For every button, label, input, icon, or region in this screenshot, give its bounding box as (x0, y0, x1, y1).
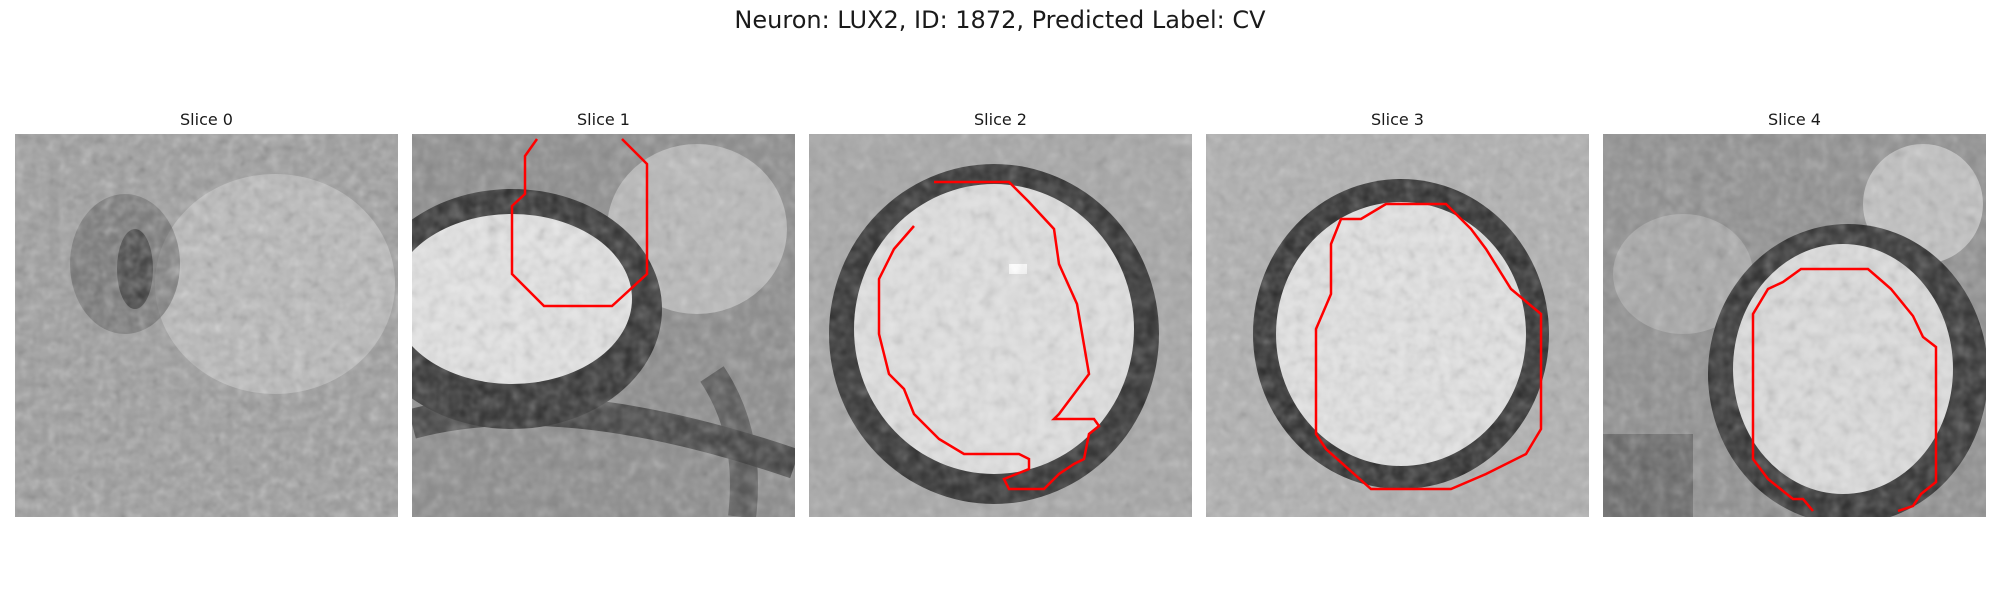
slice-panel-3: Slice 3 (1206, 108, 1589, 517)
slice-panel-1: Slice 1 (412, 108, 795, 517)
slice-image-4 (1603, 134, 1986, 517)
slice-title-1: Slice 1 (577, 110, 630, 129)
contour-2 (877, 180, 1101, 491)
contour-3 (1314, 202, 1543, 491)
slice-image-3 (1206, 134, 1589, 517)
slice-panel-0: Slice 0 (15, 108, 398, 517)
slice-image-1 (412, 134, 795, 517)
slice-title-3: Slice 3 (1371, 110, 1424, 129)
slice-panel-4: Slice 4 (1603, 108, 1986, 517)
slice-title-4: Slice 4 (1768, 110, 1821, 129)
slice-panel-2: Slice 2 (809, 108, 1192, 517)
slice-image-2 (809, 134, 1192, 517)
slice-image-0 (15, 134, 398, 517)
slice-title-0: Slice 0 (180, 110, 233, 129)
figure-title: Neuron: LUX2, ID: 1872, Predicted Label:… (734, 6, 1266, 34)
contour-4 (1751, 267, 1938, 513)
slice-title-2: Slice 2 (974, 110, 1027, 129)
contour-1 (510, 138, 649, 308)
